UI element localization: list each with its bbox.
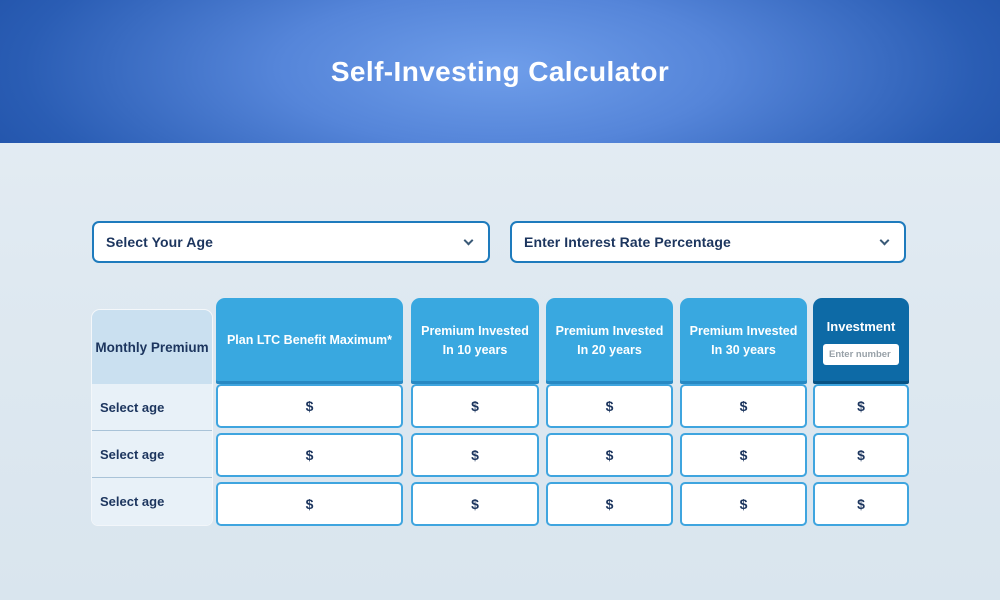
interest-rate-select[interactable]: Enter Interest Rate Percentage [510,221,906,263]
invested-10-years-column: Premium Invested In 10 years $ $ $ [411,298,539,526]
chevron-down-icon [463,235,474,245]
benefit-maximum-column: Plan LTC Benefit Maximum* $ $ $ [216,298,403,526]
investment-header-label: Investment [826,318,896,334]
chevron-down-icon [879,235,890,245]
age-select-label: Select Your Age [106,234,214,250]
invested-20-years-cell: $ [546,482,673,526]
column-header-benefit-maximum: Plan LTC Benefit Maximum* [216,298,403,384]
invested-30-years-cell: $ [680,482,807,526]
investment-cell: $ [813,433,909,477]
column-header-monthly-premium: Monthly Premium [92,310,212,384]
invested-30-years-cell: $ [680,433,807,477]
investment-cell: $ [813,482,909,526]
header-banner: Self-Investing Calculator [0,0,1000,143]
select-age-row-label: Select age [92,431,212,478]
column-header-invested-10-years: Premium Invested In 10 years [411,298,539,384]
monthly-premium-column: Monthly Premium Select age Select age Se… [92,310,212,525]
invested-10-years-cell: $ [411,384,539,428]
benefit-maximum-cell: $ [216,433,403,477]
invested-20-years-cell: $ [546,384,673,428]
column-header-investment: Investment [813,298,909,384]
column-header-invested-20-years: Premium Invested In 20 years [546,298,673,384]
age-select[interactable]: Select Your Age [92,221,490,263]
select-age-row-label: Select age [92,384,212,431]
investment-column: Investment $ $ $ [813,298,909,526]
column-header-invested-30-years: Premium Invested In 30 years [680,298,807,384]
invested-10-years-cell: $ [411,482,539,526]
invested-20-years-cell: $ [546,433,673,477]
benefit-maximum-cell: $ [216,384,403,428]
investment-input[interactable] [823,344,899,366]
select-age-row-label: Select age [92,478,212,525]
invested-20-years-column: Premium Invested In 20 years $ $ $ [546,298,673,526]
investment-cell: $ [813,384,909,428]
page-title: Self-Investing Calculator [330,55,670,87]
benefit-maximum-cell: $ [216,482,403,526]
interest-rate-select-label: Enter Interest Rate Percentage [524,234,731,250]
invested-10-years-cell: $ [411,433,539,477]
premium-table: Monthly Premium Select age Select age Se… [92,298,909,526]
invested-30-years-column: Premium Invested In 30 years $ $ $ [680,298,807,526]
invested-30-years-cell: $ [680,384,807,428]
